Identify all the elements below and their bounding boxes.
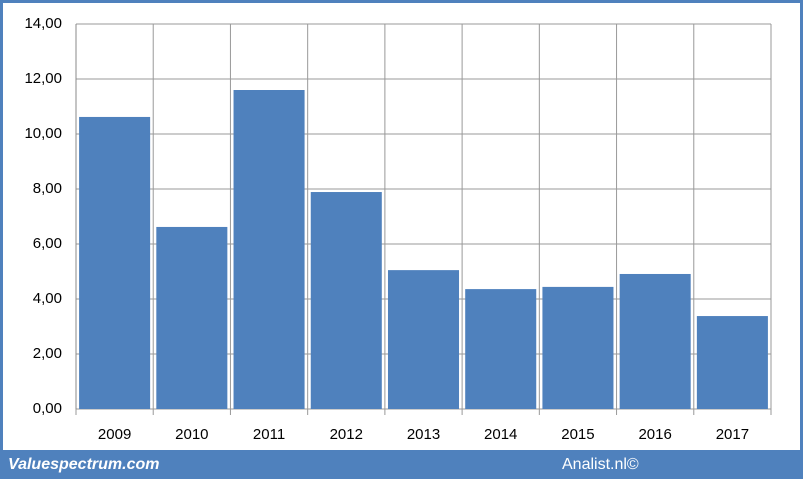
x-tick-label: 2011 [253, 426, 285, 443]
bar [465, 289, 537, 409]
x-tick-label: 2015 [561, 426, 594, 443]
bar [696, 316, 768, 409]
y-tick-label: 2,00 [33, 345, 62, 362]
bar [387, 270, 460, 409]
bar [156, 226, 228, 409]
y-tick-label: 12,00 [24, 70, 62, 87]
bar [619, 273, 691, 409]
x-tick-label: 2017 [716, 426, 749, 443]
bar [310, 192, 382, 409]
y-tick-label: 8,00 [33, 180, 62, 197]
x-tick-label: 2010 [175, 426, 208, 443]
bar [233, 90, 305, 409]
x-tick-label: 2013 [407, 426, 440, 443]
y-tick-label: 14,00 [24, 15, 62, 32]
y-tick-label: 4,00 [33, 290, 62, 307]
bar [542, 286, 614, 409]
y-tick-label: 0,00 [33, 400, 62, 417]
footer-left: Valuespectrum.com [8, 456, 159, 473]
x-tick-label: 2016 [638, 426, 671, 443]
footer-right: Analist.nl© [562, 456, 639, 473]
bar [79, 116, 151, 409]
x-tick-label: 2012 [330, 426, 363, 443]
x-tick-label: 2014 [484, 426, 517, 443]
y-tick-label: 6,00 [33, 235, 62, 252]
y-tick-label: 10,00 [24, 125, 62, 142]
x-tick-label: 2009 [98, 426, 131, 443]
